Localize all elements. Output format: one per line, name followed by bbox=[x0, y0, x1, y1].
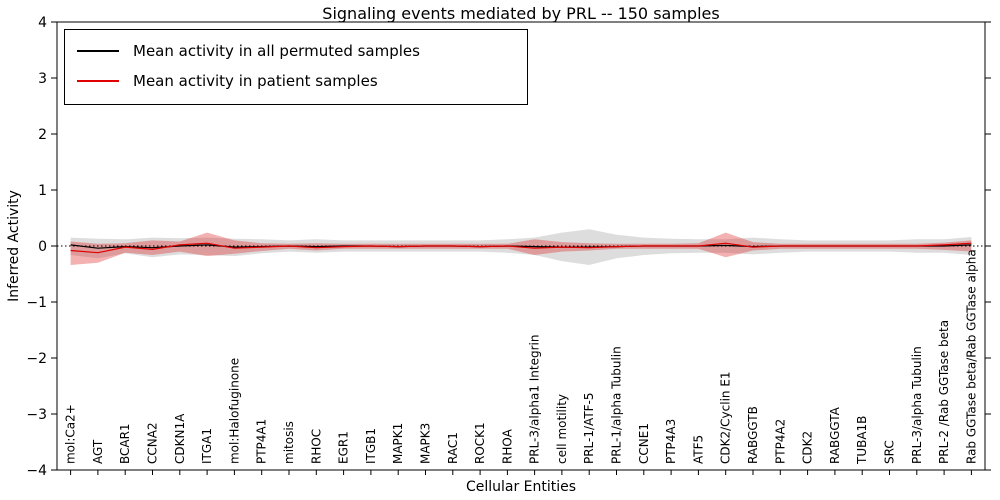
x-tick-label: Rab GGTase beta/Rab GGTase alpha bbox=[964, 249, 978, 464]
x-tick-label: mol:Halofuginone bbox=[227, 358, 241, 464]
x-tick-label: PRL-3/alpha Tubulin bbox=[910, 346, 924, 464]
x-tick-label: CDK2/Cyclin E1 bbox=[719, 371, 733, 464]
x-tick-label: PRL-1/ATF-5 bbox=[582, 392, 596, 464]
x-tick-label: ATF5 bbox=[691, 435, 705, 464]
x-tick-label: PTP4A1 bbox=[255, 419, 269, 464]
y-tick-label: 0 bbox=[38, 239, 47, 255]
black-line-swatch bbox=[77, 50, 119, 52]
x-tick-label: MAPK1 bbox=[391, 423, 405, 464]
y-tick-label: 3 bbox=[38, 71, 47, 87]
x-tick-label: ITGA1 bbox=[200, 428, 214, 464]
x-tick-label: PTP4A3 bbox=[664, 419, 678, 464]
x-tick-label: RAC1 bbox=[446, 432, 460, 464]
x-tick-label: TUBA1B bbox=[855, 416, 869, 465]
x-tick-label: CCNA2 bbox=[146, 422, 160, 464]
x-tick-label: PTP4A2 bbox=[773, 419, 787, 464]
x-tick-label: RABGGTB bbox=[746, 406, 760, 464]
legend-label-patient: Mean activity in patient samples bbox=[133, 72, 378, 90]
x-tick-label: SRC bbox=[883, 440, 897, 464]
legend-item-permuted: Mean activity in all permuted samples bbox=[77, 36, 515, 66]
x-tick-label: CCNE1 bbox=[637, 423, 651, 464]
x-tick-label: CDK2 bbox=[801, 431, 815, 464]
chart-title: Signaling events mediated by PRL -- 150 … bbox=[322, 4, 720, 23]
series-line-1 bbox=[70, 242, 972, 254]
x-tick-label: mitosis bbox=[282, 421, 296, 464]
x-tick-label: EGR1 bbox=[337, 431, 351, 464]
x-tick-label: ITGB1 bbox=[364, 428, 378, 464]
red-line-swatch bbox=[77, 80, 119, 82]
y-tick-label: 1 bbox=[38, 183, 47, 199]
y-axis-label: Inferred Activity bbox=[6, 190, 22, 302]
patient-range-band bbox=[70, 232, 972, 265]
x-tick-label: CDKN1A bbox=[173, 413, 187, 464]
y-tick-label: −4 bbox=[26, 463, 47, 479]
x-tick-label: cell motility bbox=[555, 394, 569, 464]
y-tick-label: −2 bbox=[26, 351, 47, 367]
y-tick-label: −3 bbox=[26, 407, 47, 423]
x-tick-label: PRL-2 /Rab GGTase beta bbox=[937, 320, 951, 464]
y-tick-label: 2 bbox=[38, 127, 47, 143]
x-tick-label: RHOC bbox=[309, 429, 323, 464]
legend: Mean activity in all permuted samples Me… bbox=[64, 29, 528, 105]
x-tick-label: MAPK3 bbox=[419, 423, 433, 464]
y-tick-label: 4 bbox=[38, 15, 47, 31]
x-tick-label: PRL-1/alpha Tubulin bbox=[610, 346, 624, 464]
legend-label-permuted: Mean activity in all permuted samples bbox=[133, 42, 420, 60]
x-tick-label: BCAR1 bbox=[118, 423, 132, 464]
x-tick-label: AGT bbox=[91, 439, 105, 464]
x-tick-label: ROCK1 bbox=[473, 422, 487, 464]
x-tick-label: RHOA bbox=[500, 428, 514, 464]
x-tick-label: PRL-3/alpha1 Integrin bbox=[528, 335, 542, 465]
x-tick-label: mol:Ca2+ bbox=[64, 404, 78, 464]
legend-item-patient: Mean activity in patient samples bbox=[77, 66, 515, 96]
y-tick-label: −1 bbox=[26, 295, 47, 311]
x-tick-label: RABGGTA bbox=[828, 406, 842, 464]
x-axis-label: Cellular Entities bbox=[465, 479, 577, 495]
